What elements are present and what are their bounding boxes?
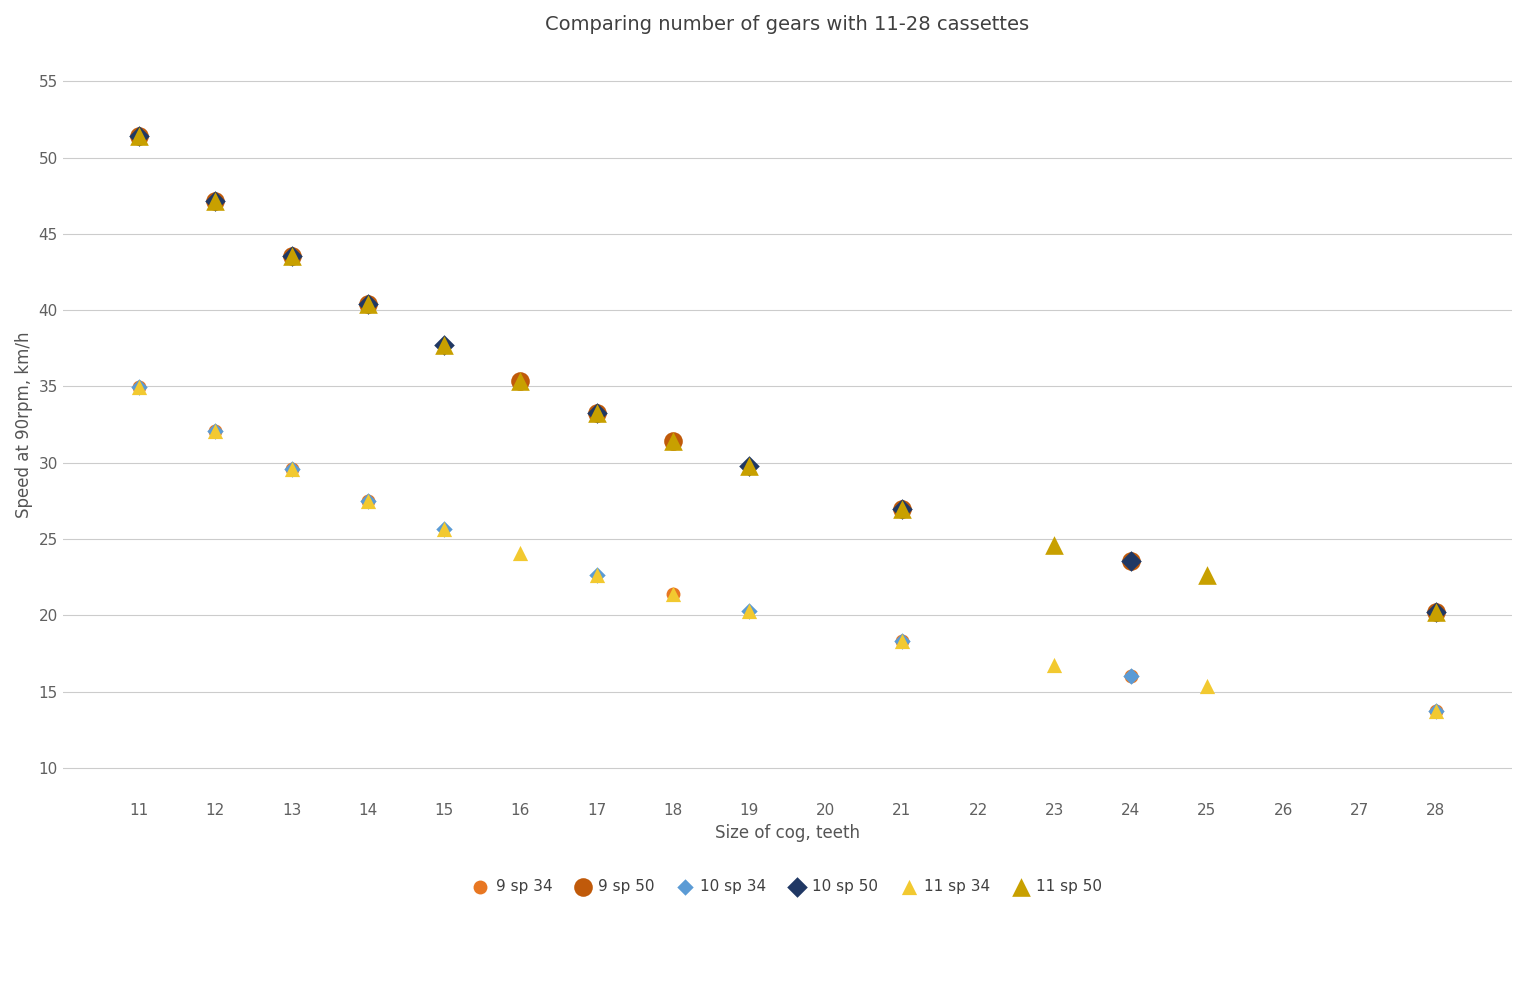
10 sp 50 — [738, 458, 762, 474]
Legend: 9 sp 34, 9 sp 50, 10 sp 34, 10 sp 50, 11 sp 34, 11 sp 50: 9 sp 34, 9 sp 50, 10 sp 34, 10 sp 50, 11… — [467, 873, 1109, 900]
Y-axis label: Speed at 90rpm, km/h: Speed at 90rpm, km/h — [15, 331, 34, 517]
11 sp 34 — [127, 379, 151, 395]
11 sp 50 — [356, 296, 380, 312]
9 sp 50 — [890, 501, 915, 517]
9 sp 34 — [127, 379, 151, 395]
9 sp 34 — [1118, 668, 1142, 684]
9 sp 34 — [661, 586, 686, 602]
11 sp 50 — [432, 337, 457, 353]
11 sp 34 — [661, 586, 686, 602]
10 sp 50 — [356, 296, 380, 312]
9 sp 50 — [203, 193, 228, 209]
9 sp 50 — [279, 248, 304, 264]
9 sp 50 — [127, 128, 151, 144]
11 sp 34 — [356, 494, 380, 509]
10 sp 50 — [585, 405, 609, 421]
11 sp 50 — [890, 501, 915, 517]
11 sp 34 — [1194, 678, 1219, 694]
11 sp 50 — [1194, 567, 1219, 583]
9 sp 34 — [203, 423, 228, 439]
11 sp 50 — [661, 433, 686, 449]
10 sp 34 — [203, 423, 228, 439]
11 sp 50 — [127, 128, 151, 144]
11 sp 34 — [890, 633, 915, 649]
9 sp 50 — [1118, 552, 1142, 568]
10 sp 34 — [890, 633, 915, 649]
11 sp 50 — [203, 193, 228, 209]
11 sp 34 — [279, 461, 304, 477]
10 sp 34 — [738, 603, 762, 619]
10 sp 50 — [1118, 552, 1142, 568]
10 sp 34 — [1118, 668, 1142, 684]
10 sp 50 — [1423, 604, 1448, 620]
Title: Comparing number of gears with 11-28 cassettes: Comparing number of gears with 11-28 cas… — [545, 15, 1029, 34]
11 sp 50 — [738, 458, 762, 474]
11 sp 34 — [432, 521, 457, 537]
10 sp 50 — [432, 337, 457, 353]
9 sp 34 — [890, 633, 915, 649]
11 sp 34 — [1423, 703, 1448, 719]
10 sp 50 — [890, 501, 915, 517]
10 sp 50 — [279, 248, 304, 264]
10 sp 50 — [127, 128, 151, 144]
9 sp 34 — [1423, 703, 1448, 719]
10 sp 34 — [279, 461, 304, 477]
9 sp 50 — [508, 373, 533, 389]
9 sp 50 — [585, 405, 609, 421]
11 sp 50 — [1041, 537, 1066, 553]
11 sp 34 — [1041, 657, 1066, 673]
9 sp 50 — [356, 296, 380, 312]
11 sp 50 — [508, 373, 533, 389]
11 sp 34 — [585, 567, 609, 583]
10 sp 34 — [127, 379, 151, 395]
11 sp 34 — [203, 423, 228, 439]
9 sp 50 — [661, 433, 686, 449]
10 sp 34 — [585, 567, 609, 583]
11 sp 50 — [585, 405, 609, 421]
11 sp 50 — [279, 248, 304, 264]
10 sp 34 — [432, 521, 457, 537]
X-axis label: Size of cog, teeth: Size of cog, teeth — [715, 824, 860, 841]
9 sp 34 — [356, 494, 380, 509]
11 sp 34 — [738, 603, 762, 619]
11 sp 50 — [1423, 604, 1448, 620]
9 sp 50 — [1423, 604, 1448, 620]
9 sp 34 — [279, 461, 304, 477]
11 sp 34 — [508, 545, 533, 561]
10 sp 50 — [203, 193, 228, 209]
10 sp 34 — [356, 494, 380, 509]
10 sp 34 — [1423, 703, 1448, 719]
